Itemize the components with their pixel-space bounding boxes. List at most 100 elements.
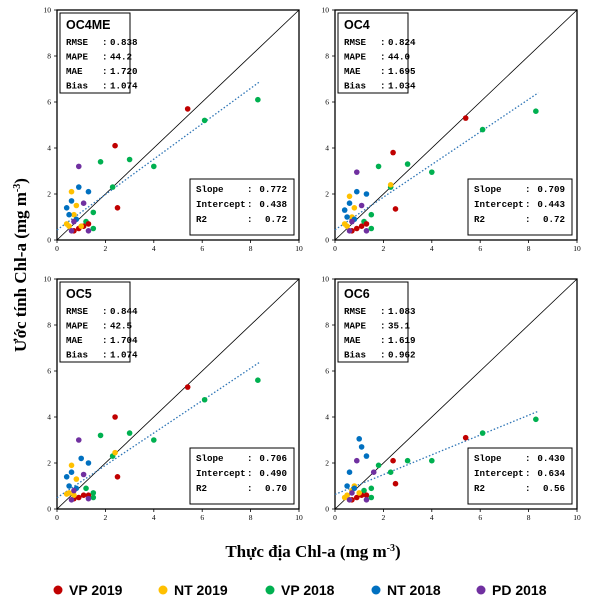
panel-title: OC4 bbox=[344, 18, 370, 32]
fit-value: 0.772 bbox=[259, 184, 287, 195]
stat-key: MAE bbox=[66, 335, 83, 346]
stat-key: RMSE bbox=[66, 37, 89, 48]
fit-box-frame bbox=[189, 178, 295, 236]
legend-marker bbox=[158, 585, 168, 595]
y-tick-label: 4 bbox=[47, 413, 51, 422]
fit-key: R2 bbox=[474, 214, 485, 225]
data-point bbox=[85, 495, 92, 502]
data-point bbox=[341, 221, 348, 227]
stat-value: 1.074 bbox=[110, 350, 138, 361]
data-point bbox=[404, 457, 411, 464]
y-tick-label: 2 bbox=[325, 459, 329, 468]
stat-colon: : bbox=[380, 350, 386, 361]
data-point bbox=[112, 414, 118, 420]
data-point bbox=[363, 453, 370, 459]
fit-key: Intercept bbox=[196, 468, 246, 479]
fit-colon: : bbox=[247, 214, 253, 225]
panels: 00224466881010OC4MERMSE:0.838MAPE:44.2MA… bbox=[44, 6, 582, 523]
panel-title: OC5 bbox=[66, 287, 92, 301]
stats-box: OC4RMSE:0.824MAPE:44.0MAE:1.695Bias:1.03… bbox=[337, 12, 416, 94]
data-point bbox=[63, 205, 70, 211]
x-tick-label: 0 bbox=[333, 513, 337, 522]
y-axis-label-end: ) bbox=[11, 178, 30, 184]
fit-box-frame bbox=[467, 447, 573, 505]
fit-colon: : bbox=[247, 468, 253, 479]
data-point bbox=[363, 191, 370, 197]
stat-key: MAE bbox=[344, 66, 361, 77]
stat-colon: : bbox=[380, 81, 386, 92]
fit-colon: : bbox=[525, 483, 531, 494]
y-tick-label: 8 bbox=[325, 321, 329, 330]
stat-colon: : bbox=[380, 37, 386, 48]
stat-colon: : bbox=[380, 52, 386, 63]
data-point bbox=[63, 474, 70, 480]
stat-key: RMSE bbox=[344, 37, 367, 48]
fit-colon: : bbox=[247, 483, 253, 494]
data-point bbox=[356, 490, 363, 496]
stat-key: RMSE bbox=[66, 306, 89, 317]
y-tick-label: 8 bbox=[47, 52, 51, 61]
fit-key: R2 bbox=[196, 483, 207, 494]
data-point bbox=[429, 169, 435, 175]
data-point bbox=[201, 117, 208, 124]
fit-value: 0.72 bbox=[543, 214, 565, 225]
data-point bbox=[390, 457, 396, 464]
data-point bbox=[73, 476, 80, 482]
data-point bbox=[255, 96, 261, 103]
data-point bbox=[75, 437, 82, 443]
data-point bbox=[358, 223, 365, 229]
one-to-one-line bbox=[56, 278, 300, 510]
data-point bbox=[429, 457, 435, 464]
data-point bbox=[358, 444, 365, 450]
panel-title: OC6 bbox=[344, 287, 370, 301]
x-tick-label: 2 bbox=[104, 244, 108, 253]
y-tick-label: 6 bbox=[47, 98, 51, 107]
x-tick-label: 0 bbox=[55, 244, 59, 253]
legend-label: VP 2019 bbox=[69, 582, 123, 598]
stat-colon: : bbox=[102, 81, 108, 92]
stat-colon: : bbox=[102, 66, 108, 77]
data-point bbox=[75, 184, 82, 190]
fit-colon: : bbox=[525, 199, 531, 210]
stat-colon: : bbox=[102, 350, 108, 361]
stat-colon: : bbox=[380, 66, 386, 77]
data-point bbox=[75, 163, 82, 170]
data-point bbox=[361, 487, 367, 494]
legend-marker bbox=[476, 585, 486, 595]
legend-label: PD 2018 bbox=[492, 582, 547, 598]
data-point bbox=[83, 485, 89, 492]
y-tick-label: 2 bbox=[47, 459, 51, 468]
y-tick-label: 10 bbox=[322, 275, 330, 284]
data-point bbox=[80, 471, 87, 478]
one-to-one-line bbox=[334, 9, 578, 241]
stat-value: 44.0 bbox=[388, 52, 410, 63]
x-tick-label: 10 bbox=[573, 513, 581, 522]
stat-colon: : bbox=[102, 306, 108, 317]
fit-box-frame bbox=[189, 447, 295, 505]
trend-line bbox=[56, 361, 261, 499]
y-tick-label: 8 bbox=[325, 52, 329, 61]
data-point bbox=[346, 200, 353, 206]
stat-key: RMSE bbox=[344, 306, 367, 317]
fit-value: 0.438 bbox=[259, 199, 287, 210]
stat-key: MAPE bbox=[66, 52, 89, 63]
x-tick-label: 0 bbox=[333, 244, 337, 253]
data-point bbox=[90, 225, 97, 232]
stats-box-frame bbox=[337, 281, 409, 363]
panel-oc5: 00224466881010OC5RMSE:0.844MAPE:42.5MAE:… bbox=[44, 275, 304, 523]
legend-label: NT 2019 bbox=[174, 582, 228, 598]
legend-marker bbox=[371, 585, 381, 595]
data-point bbox=[353, 457, 360, 464]
trend-line bbox=[334, 92, 539, 231]
data-point bbox=[85, 221, 92, 227]
data-point bbox=[114, 474, 121, 480]
stat-colon: : bbox=[102, 37, 108, 48]
y-tick-label: 8 bbox=[47, 321, 51, 330]
data-point bbox=[71, 218, 77, 225]
legend-marker bbox=[53, 585, 63, 595]
data-point bbox=[85, 460, 92, 466]
x-tick-label: 0 bbox=[55, 513, 59, 522]
data-point bbox=[80, 200, 87, 206]
